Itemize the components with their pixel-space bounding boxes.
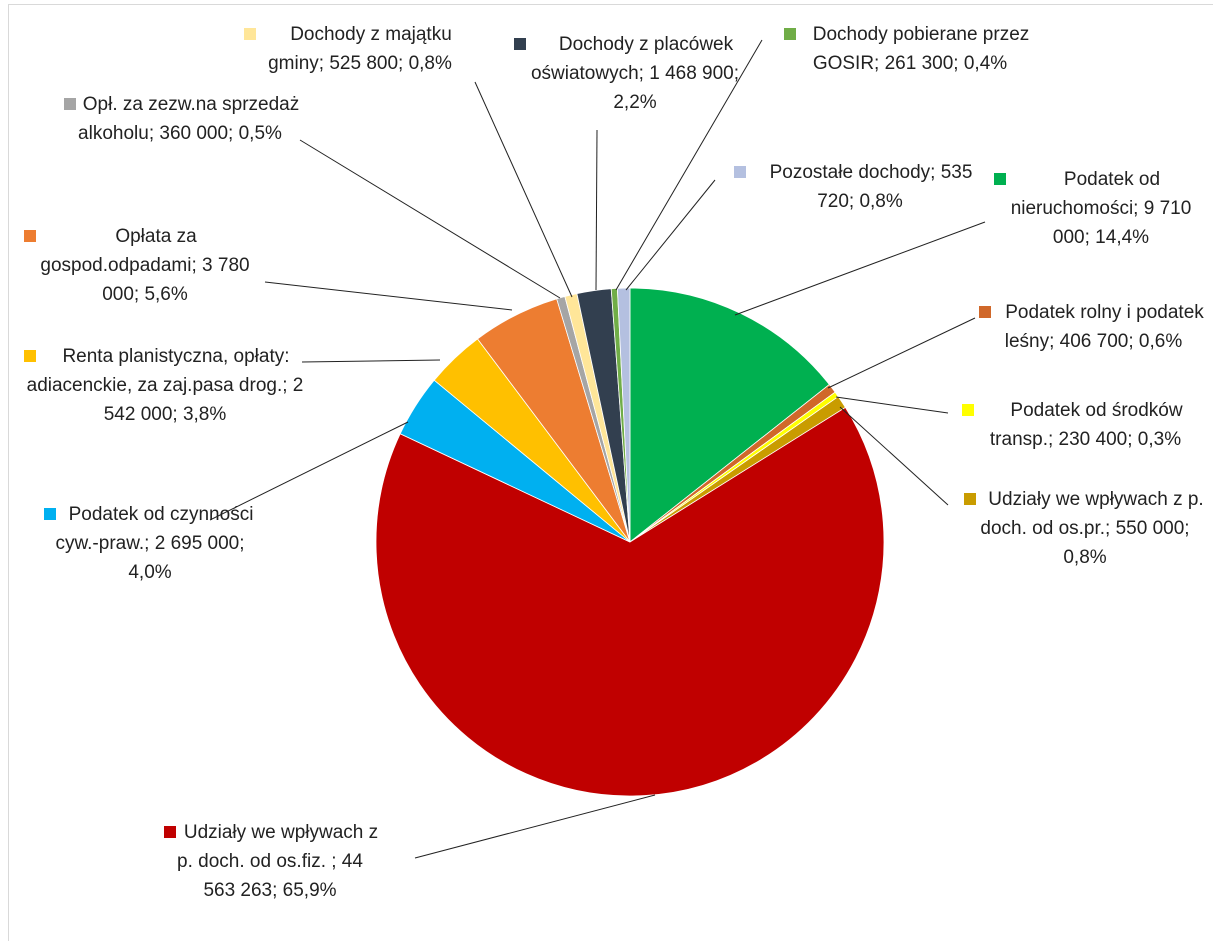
leader-line (264, 281, 513, 311)
data-label: Dochody pobierane przez GOSIR; 261 300; … (780, 20, 1040, 78)
label-swatch (244, 28, 256, 40)
leader-line (414, 794, 656, 859)
label-text: Udziały we wpływach z p. doch. od os.pr.… (980, 489, 1204, 568)
data-label: Dochody z placówek oświatowych; 1 468 90… (510, 30, 760, 117)
label-swatch (514, 38, 526, 50)
data-label: Pozostałe dochody; 535 720; 0,8% (730, 158, 990, 216)
chart-frame (8, 4, 1213, 941)
data-label: Opł. za zezw.na sprzedaż alkoholu; 360 0… (60, 90, 300, 148)
label-text: Podatek od czynności cyw.-praw.; 2 695 0… (55, 504, 254, 583)
label-text: Dochody pobierane przez GOSIR; 261 300; … (812, 24, 1030, 74)
leader-line (827, 317, 976, 389)
label-text: Podatek od środków transp.; 230 400; 0,3… (989, 400, 1183, 450)
label-text: Dochody z majątku gminy; 525 800; 0,8% (268, 24, 452, 74)
label-text: Opł. za zezw.na sprzedaż alkoholu; 360 0… (78, 94, 300, 144)
label-swatch (44, 508, 56, 520)
leader-line (595, 129, 598, 291)
leader-line (734, 221, 986, 316)
leader-line (615, 39, 763, 291)
data-label: Opłata za gospod.odpadami; 3 780 000; 5,… (20, 222, 270, 309)
label-text: Pozostałe dochody; 535 720; 0,8% (769, 162, 973, 212)
label-swatch (994, 173, 1006, 185)
leader-line (835, 396, 949, 414)
leader-line (299, 139, 561, 299)
data-label: Podatek od środków transp.; 230 400; 0,3… (958, 396, 1213, 454)
label-text: Dochody z placówek oświatowych; 1 468 90… (530, 34, 740, 113)
label-text: Udziały we wpływach z p. doch. od os.fiz… (177, 822, 379, 901)
label-swatch (24, 230, 36, 242)
leader-line (625, 179, 716, 291)
label-swatch (734, 166, 746, 178)
data-label: Udziały we wpływach z p. doch. od os.pr.… (960, 485, 1210, 572)
label-text: Podatek od nieruchomości; 9 710 000; 14,… (1010, 169, 1192, 248)
data-label: Podatek rolny i podatek leśny; 406 700; … (975, 298, 1212, 356)
label-swatch (64, 98, 76, 110)
label-swatch (164, 826, 176, 838)
label-swatch (784, 28, 796, 40)
label-swatch (24, 350, 36, 362)
label-swatch (964, 493, 976, 505)
label-text: Podatek rolny i podatek leśny; 406 700; … (1004, 302, 1204, 352)
label-text: Renta planistyczna, opłaty: adiacenckie,… (26, 346, 304, 425)
data-label: Udziały we wpływach z p. doch. od os.fiz… (160, 818, 380, 905)
data-label: Podatek od nieruchomości; 9 710 000; 14,… (990, 165, 1212, 252)
data-label: Podatek od czynności cyw.-praw.; 2 695 0… (40, 500, 260, 587)
leader-line (301, 359, 441, 363)
leader-line (474, 81, 573, 298)
label-swatch (979, 306, 991, 318)
leader-line (839, 406, 949, 506)
label-swatch (962, 404, 974, 416)
pie-slice (375, 406, 885, 797)
leader-line (209, 421, 409, 521)
data-label: Renta planistyczna, opłaty: adiacenckie,… (20, 342, 310, 429)
data-label: Dochody z majątku gminy; 525 800; 0,8% (240, 20, 480, 78)
label-text: Opłata za gospod.odpadami; 3 780 000; 5,… (40, 226, 250, 305)
